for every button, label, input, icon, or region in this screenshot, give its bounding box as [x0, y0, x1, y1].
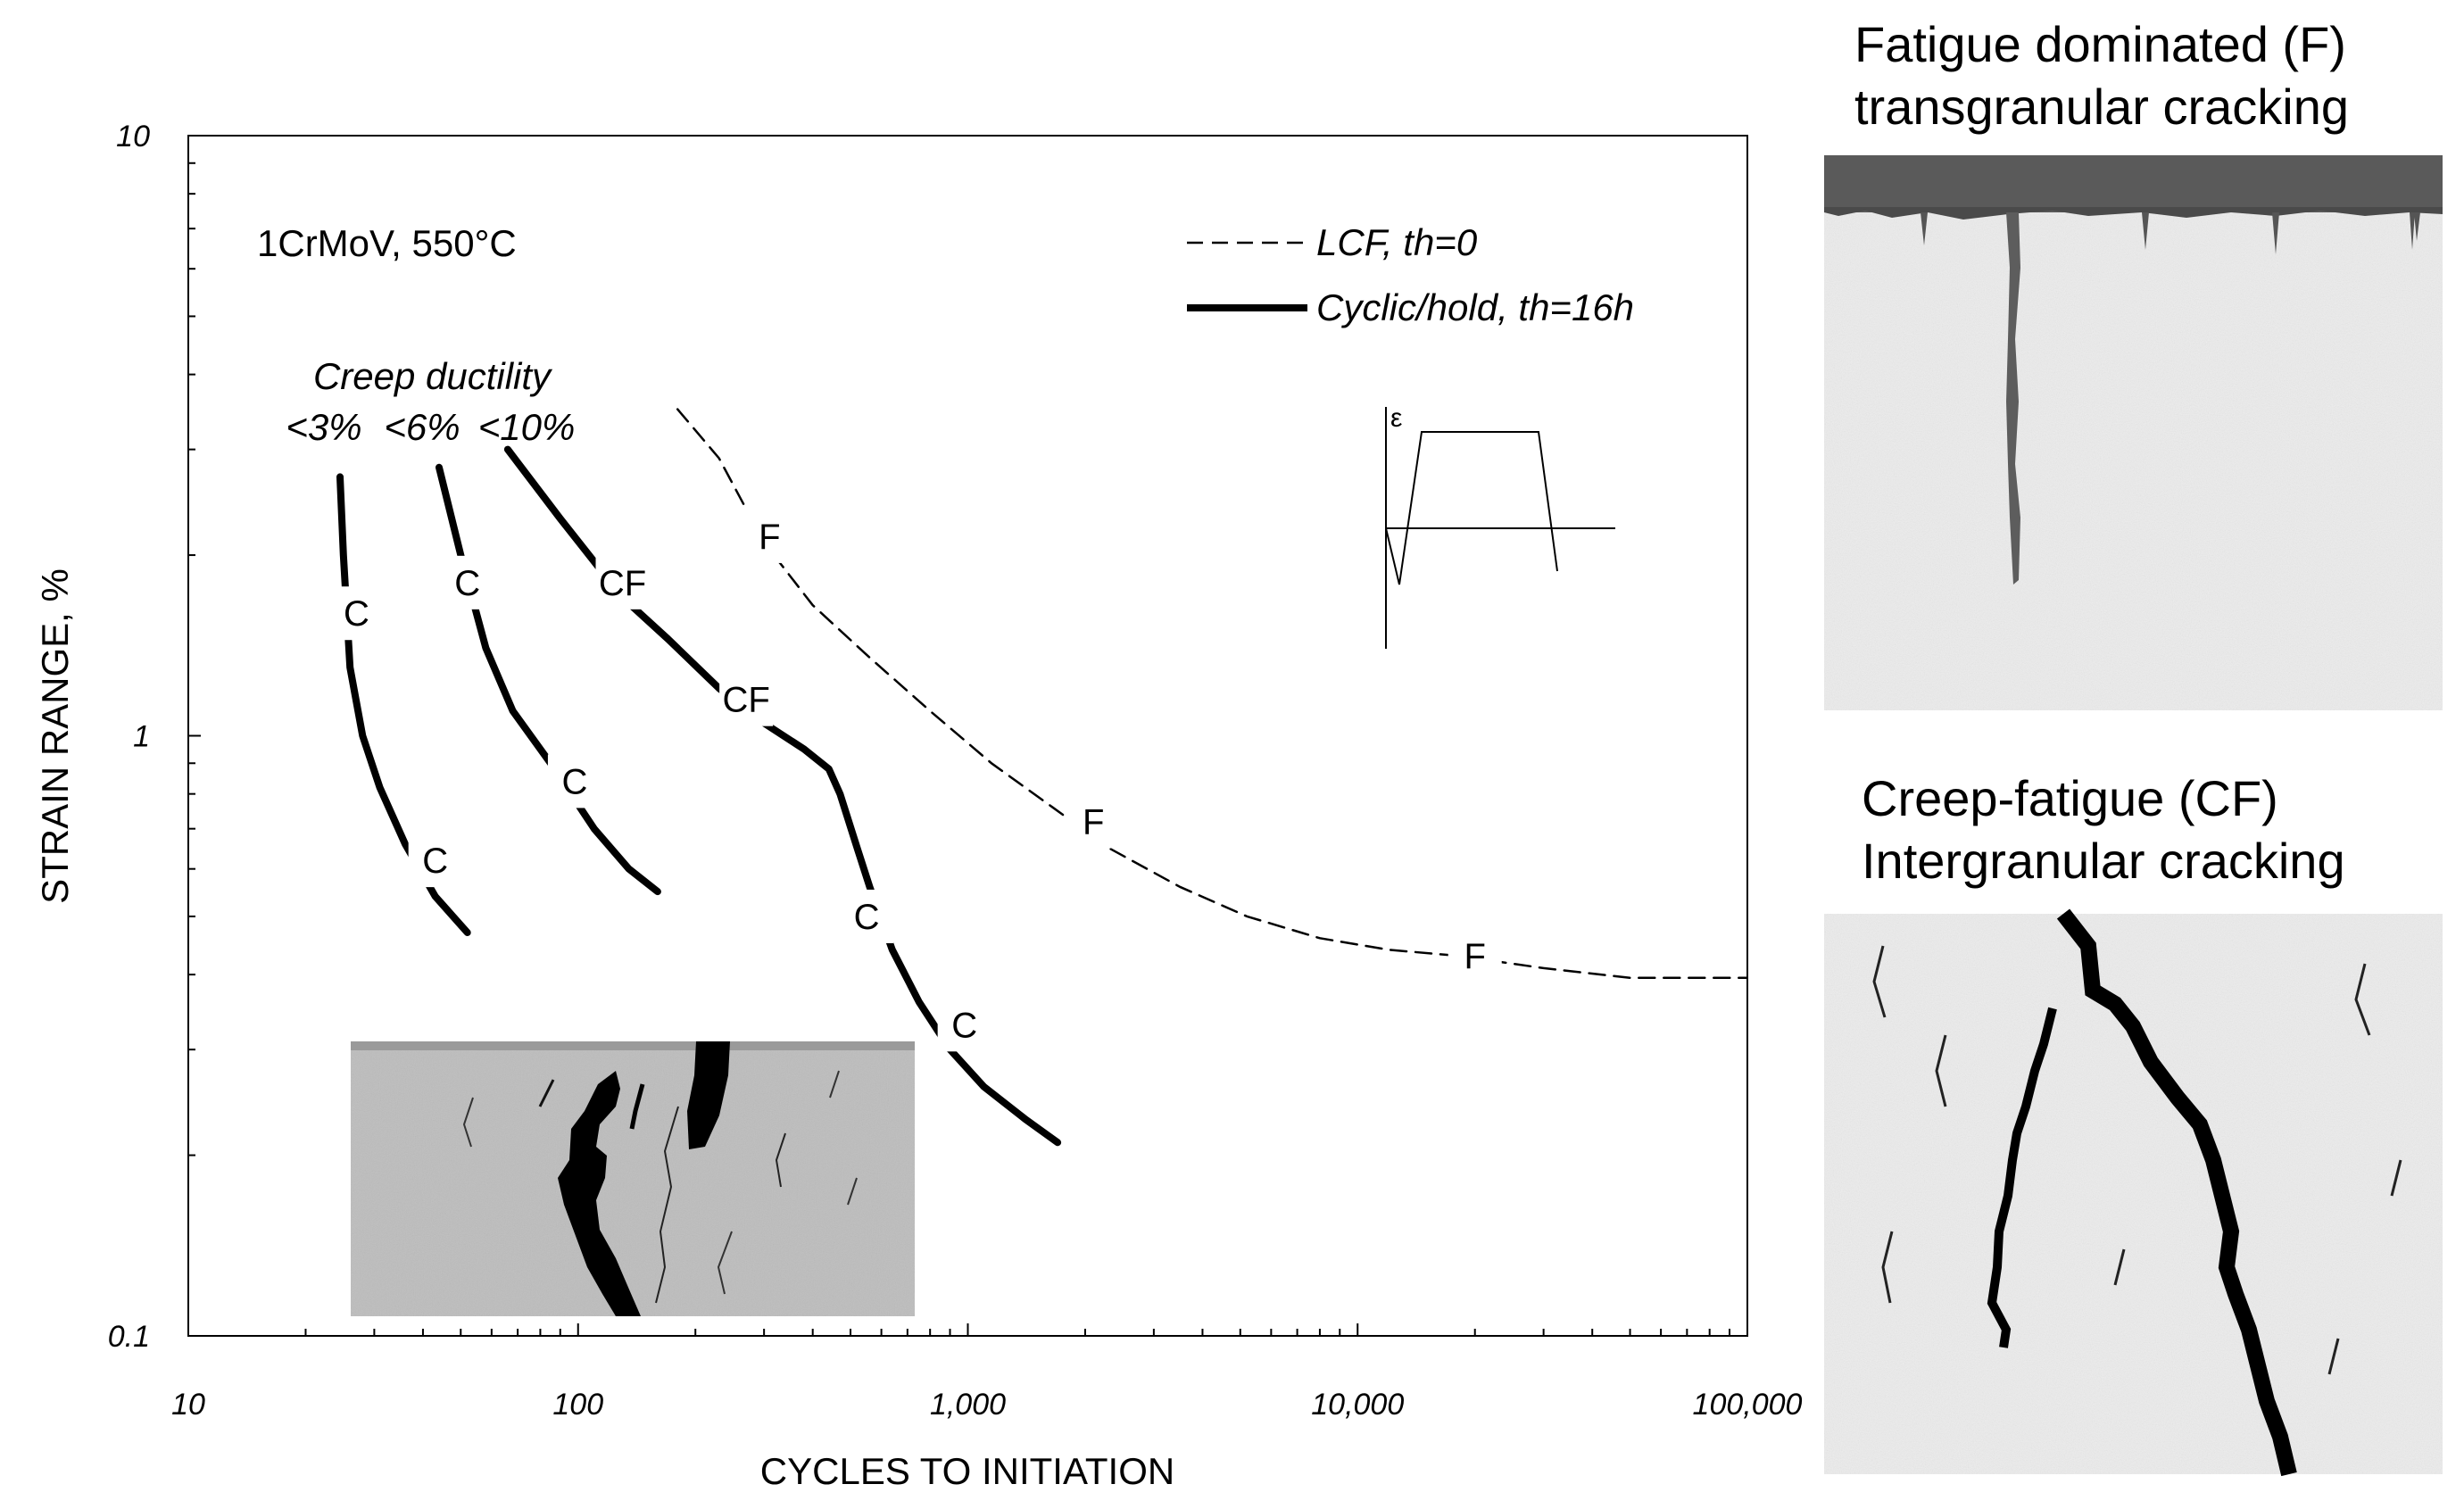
segment-label: C: [344, 594, 369, 634]
y-tick-label: 1: [133, 720, 150, 754]
annotation-layer: F F F C C C C CF CF C C: [329, 509, 1502, 1052]
segment-label: C: [951, 1006, 977, 1045]
legend: LCF, th=0 Cyclic/hold, th=16h: [1187, 221, 1634, 328]
segment-label-bg: [440, 555, 494, 609]
segment-label: CF: [599, 564, 646, 603]
creep-ductility-10pct: <10%: [478, 406, 576, 448]
segment-label-bg: [719, 672, 774, 726]
x-tick-label: 1,000: [930, 1388, 1006, 1422]
segment-label: C: [454, 564, 480, 603]
segment-label: F: [759, 518, 780, 557]
x-axis-title: CYCLES TO INITIATION: [760, 1450, 1174, 1492]
micrograph-fatigue: [1824, 155, 2443, 710]
x-tick-label: 100,000: [1693, 1388, 1803, 1422]
fatigue-panel-title-line1: Fatigue dominated (F): [1854, 16, 2346, 72]
micrograph-inset-plot: [351, 1041, 915, 1316]
series-line-0: [676, 408, 1747, 980]
segment-label: CF: [722, 681, 769, 720]
segment-label: C: [422, 842, 448, 881]
segment-label-bg: [595, 555, 650, 609]
y-tick-label: 0.1: [108, 1320, 150, 1354]
axis-ticks: [187, 162, 1748, 1337]
legend-label-cyclic-hold: Cyclic/hold, th=16h: [1316, 286, 1634, 328]
segment-label-bg: [1448, 928, 1502, 983]
creep-fatigue-panel-title: Creep-fatigue (CF) Intergranular crackin…: [1862, 767, 2345, 892]
fatigue-panel-title: Fatigue dominated (F) transgranular crac…: [1854, 13, 2349, 138]
micrograph-creep-fatigue: [1824, 908, 2443, 1477]
y-tick-label: 10: [116, 120, 150, 153]
creep-fatigue-panel-title-line1: Creep-fatigue (CF): [1862, 770, 2278, 826]
x-tick-label: 10,000: [1311, 1388, 1404, 1422]
series-line-2: [436, 463, 661, 896]
segment-label: F: [1464, 937, 1486, 976]
segment-label: C: [854, 898, 880, 937]
strain-waveform-inset: ε: [1385, 403, 1615, 649]
axis-tick-labels: 10 100 1,000 10,000 100,000 10 1 0.1: [108, 120, 1803, 1422]
strain-symbol: ε: [1390, 403, 1402, 433]
creep-ductility-3pct: <3%: [286, 406, 361, 448]
series-line-1: [336, 473, 471, 936]
series-line-3: [503, 445, 1062, 1147]
creep-ductility-title: Creep ductility: [313, 355, 553, 397]
segment-label-bg: [547, 754, 601, 808]
legend-label-lcf: LCF, th=0: [1316, 221, 1478, 263]
material-label: 1CrMoV, 550°C: [257, 222, 517, 264]
segment-label: F: [1083, 802, 1104, 842]
creep-fatigue-panel-title-line2: Intergranular cracking: [1862, 833, 2345, 889]
segment-label: C: [561, 762, 587, 801]
segment-label-bg: [840, 889, 894, 943]
creep-ductility-6pct: <6%: [384, 406, 460, 448]
x-tick-label: 10: [171, 1388, 205, 1422]
segment-label-bg: [743, 509, 797, 563]
segment-label-bg: [408, 833, 462, 888]
segment-label-bg: [329, 586, 384, 641]
segment-label-bg: [1066, 794, 1121, 849]
x-tick-label: 100: [552, 1388, 603, 1422]
y-axis-title: STRAIN RANGE, %: [34, 568, 76, 904]
segment-label-bg: [937, 998, 991, 1052]
fatigue-panel-title-line2: transgranular cracking: [1854, 79, 2350, 135]
